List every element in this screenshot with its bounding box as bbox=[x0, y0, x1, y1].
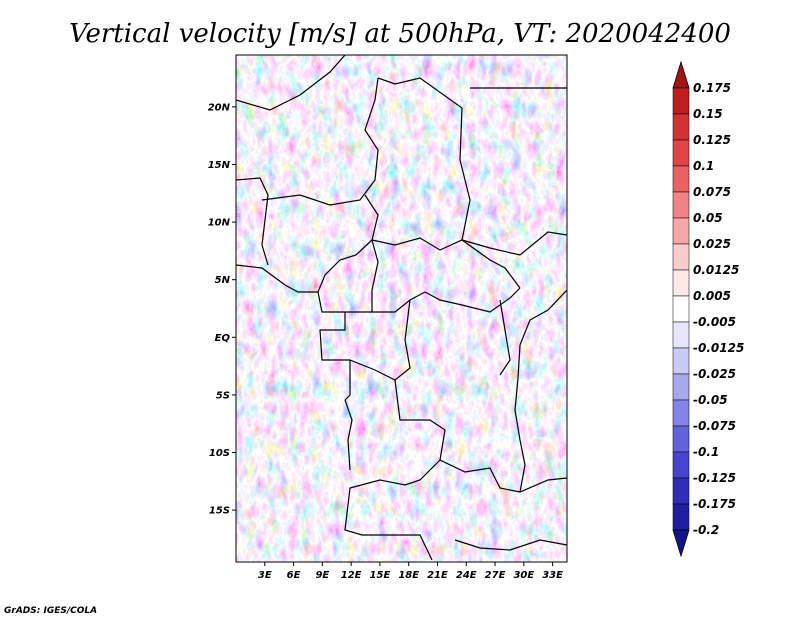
colorbar-label: 0.075 bbox=[693, 185, 731, 199]
y-axis: 20N 15N 10N 5N EQ 5S 10S 15S bbox=[208, 102, 236, 517]
colorbar-label: -0.025 bbox=[693, 367, 736, 381]
colorbar-label: 0.15 bbox=[693, 107, 723, 121]
y-tick-label: 5N bbox=[215, 275, 231, 286]
y-tick-label: 15N bbox=[208, 160, 231, 171]
field-shading bbox=[236, 55, 567, 562]
x-axis: 3E 6E 9E 12E 15E 18E 21E 24E 27E 30E 33E bbox=[258, 562, 563, 581]
colorbar-label: 0.005 bbox=[693, 289, 731, 303]
x-tick-label: 27E bbox=[485, 570, 506, 581]
y-tick-label: 5S bbox=[216, 390, 230, 401]
colorbar-label: 0.05 bbox=[693, 211, 723, 225]
x-tick-label: 30E bbox=[513, 570, 534, 581]
colorbar-swatch bbox=[672, 243, 690, 271]
colorbar-swatch bbox=[672, 87, 690, 115]
map-frame bbox=[235, 54, 568, 563]
colorbar: 0.175 0.15 0.125 0.1 0.075 0.05 0.025 0.0125 0.0… bbox=[672, 60, 744, 558]
colorbar-swatch bbox=[672, 503, 690, 531]
y-tick-label: EQ bbox=[215, 333, 231, 344]
colorbar-label: 0.1 bbox=[693, 159, 714, 173]
grads-credit: GrADS: IGES/COLA bbox=[4, 606, 97, 616]
x-tick-label: 33E bbox=[542, 570, 563, 581]
colorbar-label: -0.005 bbox=[693, 315, 736, 329]
x-tick-label: 18E bbox=[398, 570, 419, 581]
colorbar-top-arrow bbox=[672, 60, 690, 89]
x-tick-label: 9E bbox=[315, 570, 329, 581]
colorbar-swatch bbox=[672, 347, 690, 375]
colorbar-bottom-arrow bbox=[672, 529, 690, 558]
map-panel bbox=[235, 54, 568, 563]
colorbar-label: -0.075 bbox=[693, 419, 736, 433]
colorbar-swatch bbox=[672, 139, 690, 167]
colorbar-swatch bbox=[672, 399, 690, 427]
colorbar-swatch bbox=[672, 191, 690, 219]
x-tick-label: 6E bbox=[287, 570, 301, 581]
x-tick-label: 3E bbox=[258, 570, 272, 581]
colorbar-label: -0.05 bbox=[693, 393, 728, 407]
y-tick-label: 15S bbox=[209, 506, 230, 517]
colorbar-label: 0.125 bbox=[693, 133, 731, 147]
x-tick-label: 21E bbox=[427, 570, 448, 581]
colorbar-label: 0.175 bbox=[693, 81, 731, 95]
colorbar-swatch bbox=[672, 295, 690, 323]
colorbar-label: 0.0125 bbox=[693, 263, 739, 277]
y-tick-label: 20N bbox=[208, 102, 231, 113]
colorbar-swatch bbox=[672, 321, 690, 349]
colorbar-swatch bbox=[672, 373, 690, 401]
x-tick-label: 24E bbox=[456, 570, 477, 581]
x-tick-label: 12E bbox=[341, 570, 362, 581]
colorbar-label: 0.025 bbox=[693, 237, 731, 251]
colorbar-swatch bbox=[672, 165, 690, 193]
colorbar-label: -0.1 bbox=[693, 445, 719, 459]
y-tick-label: 10N bbox=[208, 218, 231, 229]
y-tick-label: 10S bbox=[209, 448, 230, 459]
colorbar-swatch bbox=[672, 451, 690, 479]
country-borders bbox=[236, 55, 567, 561]
colorbar-swatch bbox=[672, 477, 690, 505]
colorbar-label: -0.175 bbox=[693, 497, 736, 511]
x-tick-label: 15E bbox=[370, 570, 391, 581]
colorbar-label: -0.125 bbox=[693, 471, 736, 485]
colorbar-swatch bbox=[672, 269, 690, 297]
colorbar-swatch bbox=[672, 113, 690, 141]
colorbar-swatch bbox=[672, 425, 690, 453]
colorbar-label: -0.2 bbox=[693, 523, 719, 537]
map-title: Vertical velocity [m/s] at 500hPa, VT: 2… bbox=[69, 19, 731, 49]
colorbar-swatch bbox=[672, 217, 690, 245]
colorbar-label: -0.0125 bbox=[693, 341, 744, 355]
